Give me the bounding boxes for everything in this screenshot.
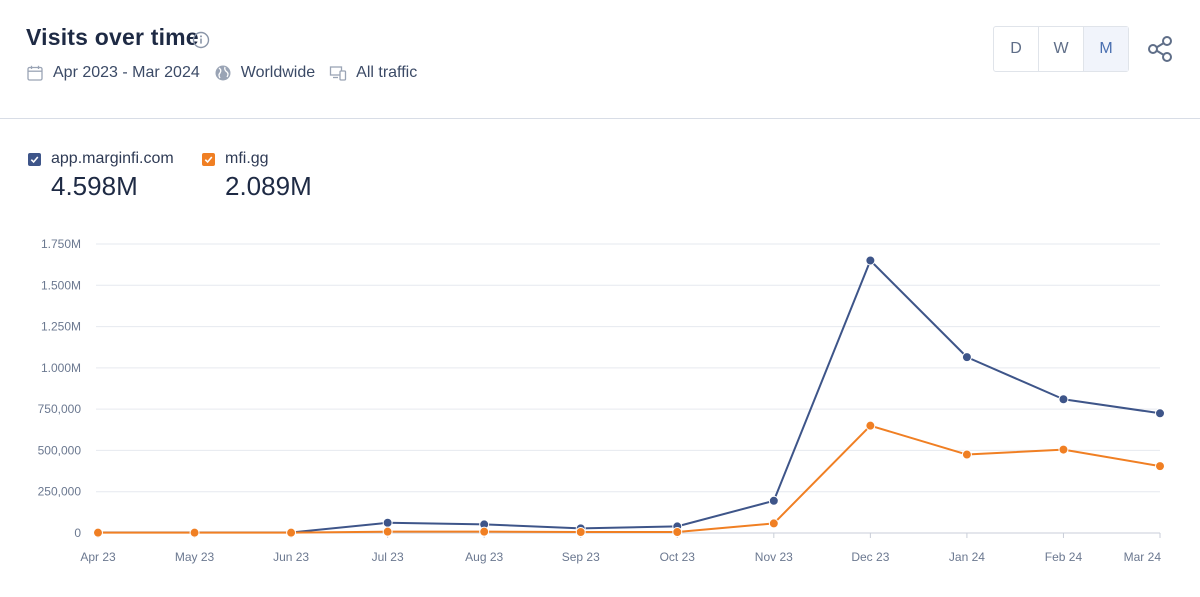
x-tick-label: Nov 23 bbox=[755, 550, 793, 564]
x-tick-label: Jun 23 bbox=[273, 550, 309, 564]
y-tick-label: 250,000 bbox=[38, 485, 82, 499]
x-tick-label: Aug 23 bbox=[465, 550, 503, 564]
data-point-0 bbox=[1058, 394, 1069, 405]
legend-label: app.marginfi.com bbox=[51, 150, 174, 167]
y-tick-label: 750,000 bbox=[38, 402, 82, 416]
calendar-icon bbox=[27, 65, 43, 81]
traffic-filter[interactable]: All traffic bbox=[356, 64, 418, 81]
date-range-filter[interactable]: Apr 2023 - Mar 2024 bbox=[53, 64, 200, 81]
x-tick-label: Sep 23 bbox=[562, 550, 600, 564]
data-point-1 bbox=[189, 527, 200, 538]
y-tick-label: 1.500M bbox=[41, 278, 81, 292]
y-tick-label: 0 bbox=[74, 526, 81, 540]
legend-label: mfi.gg bbox=[225, 150, 269, 167]
data-point-1 bbox=[1058, 444, 1069, 455]
x-tick-label: Apr 23 bbox=[80, 550, 116, 564]
x-tick-label: Oct 23 bbox=[660, 550, 696, 564]
legend-item-mfi-gg[interactable]: mfi.gg 2.089M bbox=[202, 150, 312, 202]
data-point-0 bbox=[1155, 408, 1165, 419]
period-week-button[interactable]: W bbox=[1039, 27, 1084, 71]
data-point-1 bbox=[479, 526, 490, 537]
info-icon[interactable] bbox=[192, 31, 210, 49]
data-point-1 bbox=[961, 449, 972, 460]
data-point-1 bbox=[286, 527, 297, 538]
data-point-0 bbox=[768, 495, 779, 506]
data-point-0 bbox=[865, 255, 876, 266]
data-point-1 bbox=[575, 527, 586, 538]
period-day-button[interactable]: D bbox=[994, 27, 1039, 71]
chart-header: Visits over time Apr 2023 - Mar 2024 Wor… bbox=[0, 0, 1200, 119]
period-month-button[interactable]: M bbox=[1084, 27, 1128, 71]
data-point-0 bbox=[382, 517, 393, 528]
data-point-1 bbox=[865, 420, 876, 431]
globe-icon bbox=[215, 65, 231, 81]
x-tick-label: Feb 24 bbox=[1045, 550, 1083, 564]
x-tick-label: May 23 bbox=[175, 550, 215, 564]
y-tick-label: 1.250M bbox=[41, 320, 81, 334]
visits-line-chart: 0 250,000 500,000 750,000 1.000M 1.250M 1.500M… bbox=[38, 237, 1165, 564]
region-filter[interactable]: Worldwide bbox=[240, 64, 316, 81]
x-tick-label: Dec 23 bbox=[851, 550, 889, 564]
x-tick-label: Mar 24 bbox=[1124, 550, 1162, 564]
y-tick-label: 1.000M bbox=[41, 361, 81, 375]
legend-checkbox[interactable] bbox=[28, 152, 41, 166]
page-title: Visits over time bbox=[26, 24, 199, 50]
legend-checkbox[interactable] bbox=[202, 152, 215, 166]
legend-total: 4.598M bbox=[51, 171, 138, 201]
y-tick-label: 500,000 bbox=[38, 443, 82, 457]
data-point-1 bbox=[382, 526, 393, 537]
x-tick-label: Jul 23 bbox=[372, 550, 404, 564]
data-point-1 bbox=[672, 527, 683, 538]
period-selector: D W M bbox=[993, 26, 1129, 72]
y-tick-label: 1.750M bbox=[41, 237, 81, 251]
data-point-1 bbox=[93, 527, 103, 538]
data-point-1 bbox=[1155, 461, 1165, 472]
legend-total: 2.089M bbox=[225, 171, 312, 201]
filters-bar: Apr 2023 - Mar 2024 Worldwide All traffi… bbox=[26, 62, 431, 84]
share-icon[interactable] bbox=[1146, 34, 1174, 64]
devices-icon bbox=[330, 66, 347, 81]
legend-item-app-marginfi[interactable]: app.marginfi.com 4.598M bbox=[28, 150, 174, 202]
series-line-1 bbox=[98, 424, 1161, 534]
data-point-0 bbox=[961, 352, 972, 363]
check-icon bbox=[204, 155, 213, 163]
data-point-1 bbox=[768, 518, 779, 529]
x-tick-label: Jan 24 bbox=[949, 550, 985, 564]
check-icon bbox=[30, 155, 39, 163]
